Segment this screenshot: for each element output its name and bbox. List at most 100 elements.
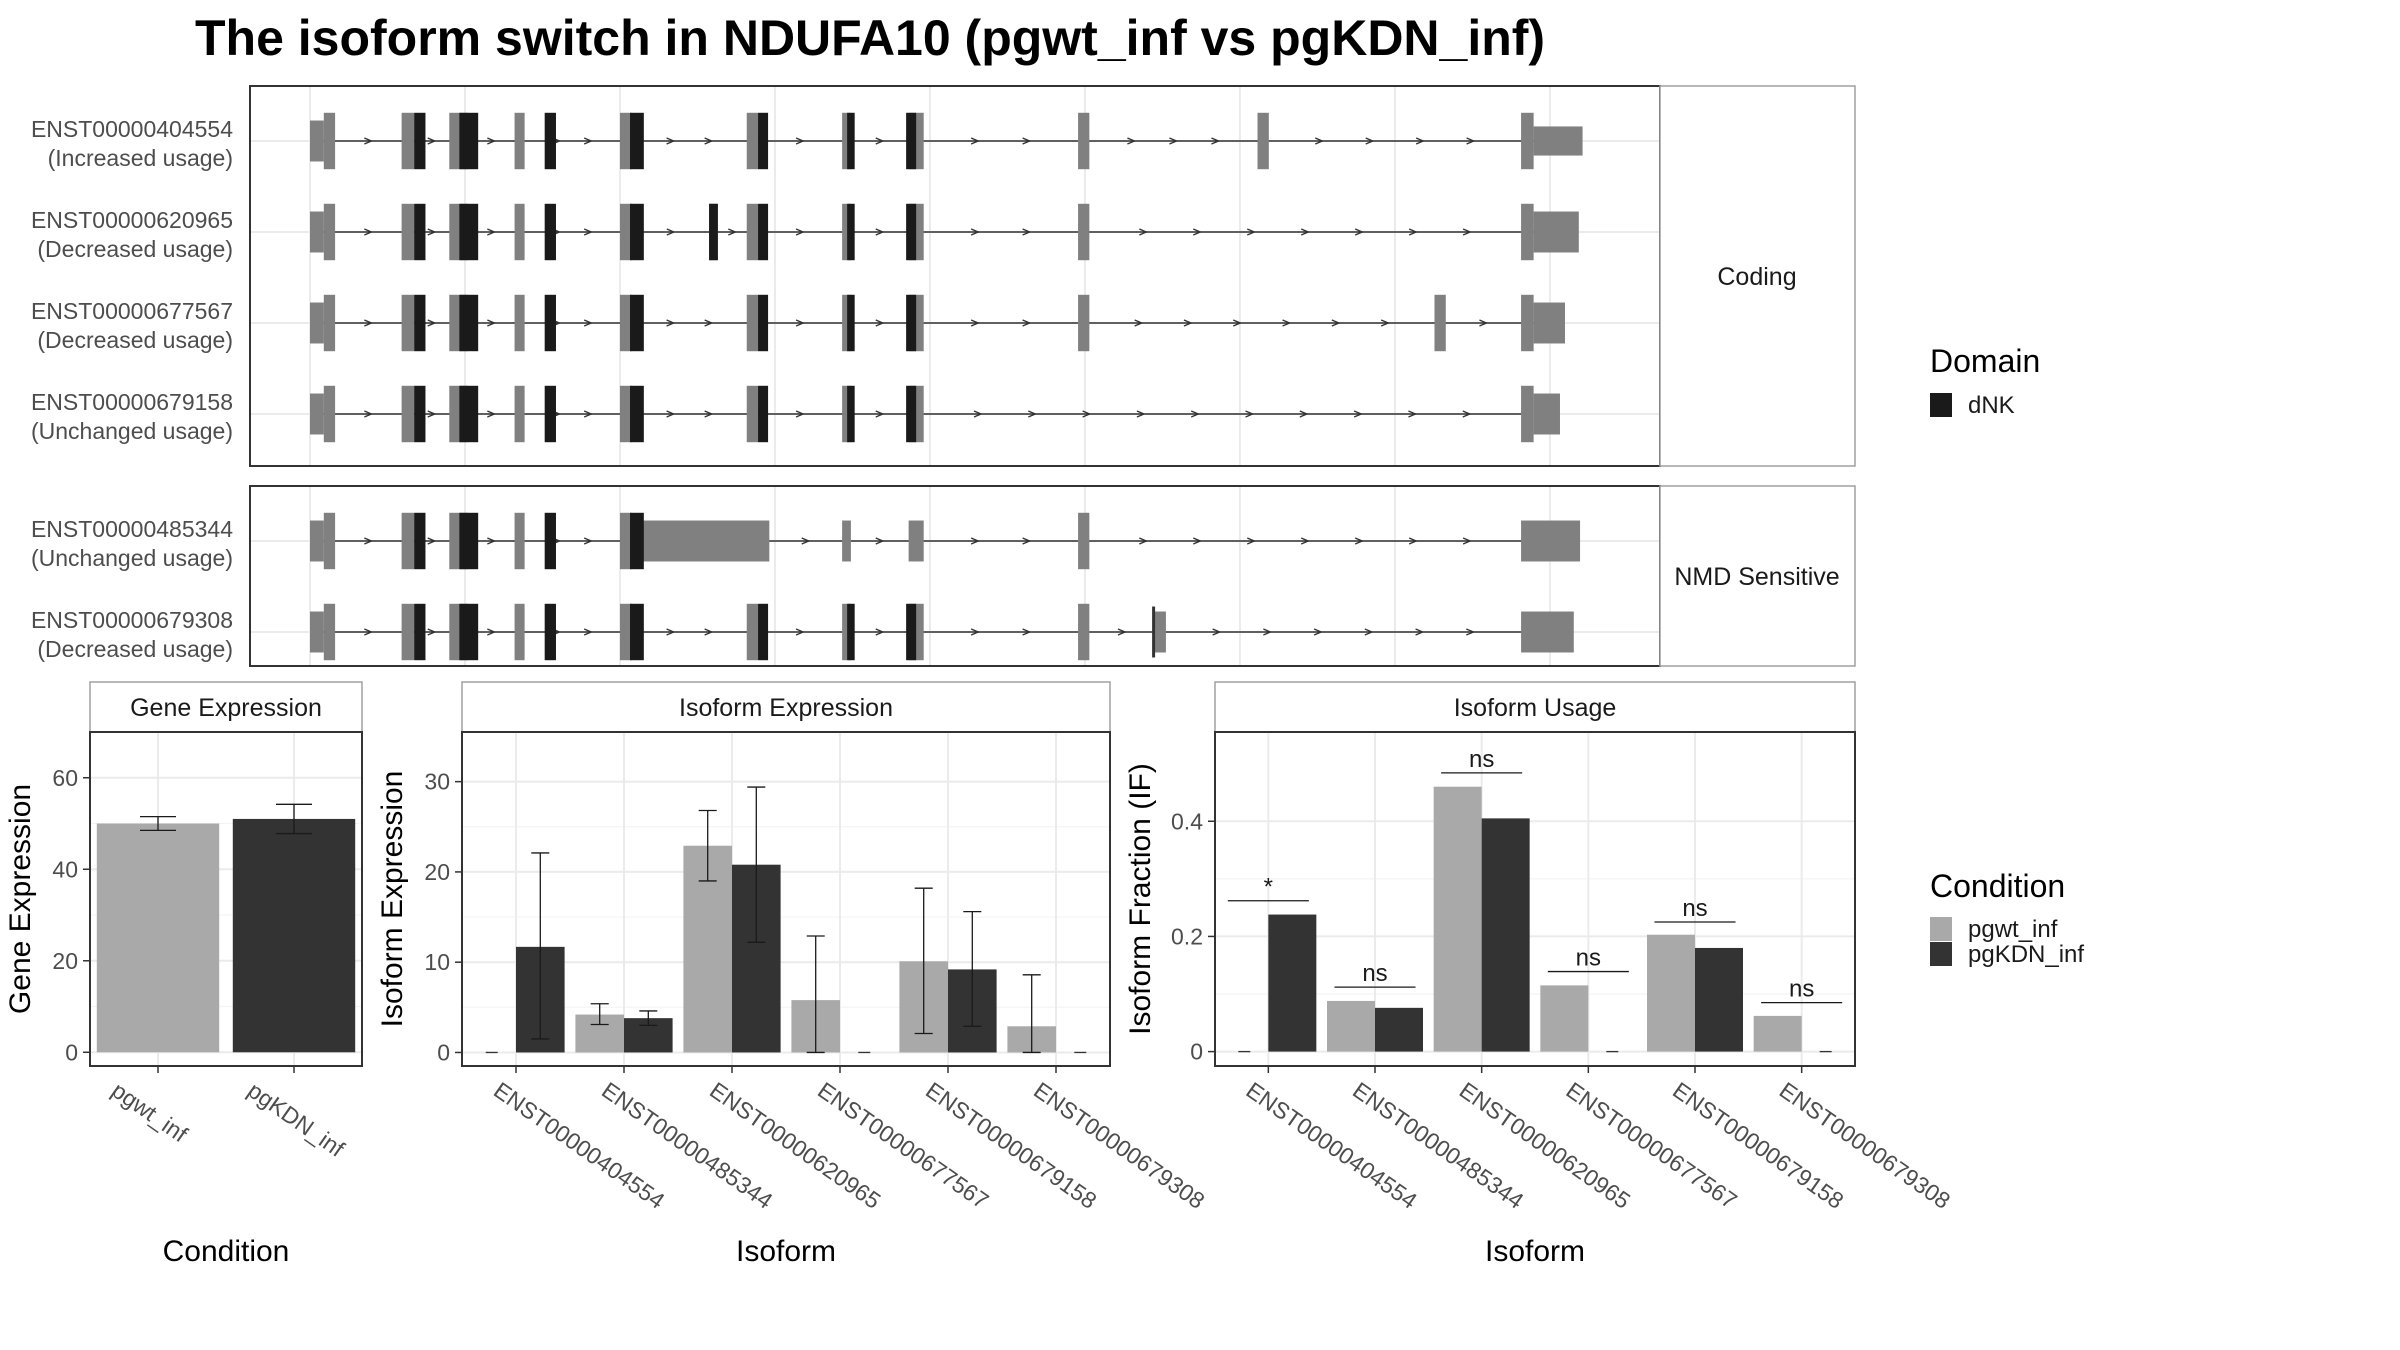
intron-arrow [1415, 628, 1425, 636]
y-tick-label: 0 [437, 1039, 450, 1065]
x-tick-label: ENST00000679308 [1775, 1077, 1955, 1214]
condition-legend-title: Condition [1930, 868, 2065, 904]
exon-block [401, 512, 415, 570]
transcript-usage-label: (Unchanged usage) [31, 418, 233, 444]
transcript-row [310, 512, 1581, 570]
chart-strip-label: Isoform Expression [679, 694, 893, 722]
intron-arrow [1408, 228, 1418, 236]
exon-block [1521, 203, 1534, 261]
transcript-usage-label: (Increased usage) [48, 145, 233, 171]
intron-arrow [1466, 137, 1476, 145]
intron-arrow [583, 628, 593, 636]
intron-arrow [583, 319, 593, 327]
intron-arrow [1354, 228, 1364, 236]
y-axis-title: Gene Expression [4, 784, 37, 1014]
intron-arrow [427, 410, 437, 418]
intron-arrow [970, 537, 980, 545]
legend-swatch-pgKDN_inf [1930, 942, 1952, 966]
transcript-usage-label: (Decreased usage) [37, 636, 233, 662]
y-tick-label: 20 [52, 948, 78, 974]
domain-block [847, 385, 855, 443]
exon-block [842, 385, 851, 443]
intron-arrow [364, 319, 374, 327]
x-tick-label: ENST00000404554 [1241, 1077, 1422, 1214]
exon-block [1078, 203, 1090, 261]
intron-arrow [666, 137, 676, 145]
significance-label: ns [1789, 976, 1814, 1003]
chart-strip [89, 681, 363, 733]
exon-block [323, 112, 336, 170]
intron-arrow [487, 628, 497, 636]
chart-strip-label: Isoform Usage [1454, 694, 1617, 722]
exon-block [842, 520, 851, 562]
intron-arrow [1190, 410, 1201, 418]
intron-arrow [1139, 228, 1149, 236]
exon-block [1078, 112, 1090, 170]
intron-arrow [1022, 137, 1032, 145]
isoform-usage-chart: Isoform Usage * ns ns ns ns ns 0 0.2 0.4 ENST00000… [1124, 681, 1955, 1268]
intron-arrow [875, 537, 885, 545]
domain-block [414, 512, 426, 570]
intron-arrow [427, 228, 437, 236]
domain-block [906, 294, 917, 352]
intron-arrow [1169, 137, 1179, 145]
intron-arrow [875, 319, 885, 327]
chart-panel-border [1214, 731, 1856, 1067]
intron-arrow [970, 137, 980, 145]
exon-block [619, 112, 633, 170]
exon-block [323, 603, 336, 661]
domain-block [906, 112, 917, 170]
domain-block [758, 294, 769, 352]
intron-arrow [1028, 410, 1038, 418]
domain-block [414, 203, 426, 261]
domain-block [414, 112, 426, 170]
legend-label-dnk: dNK [1968, 392, 2015, 419]
y-axis-title: Isoform Expression [376, 771, 409, 1028]
transcript-id-label: ENST00000679158 [31, 389, 233, 415]
intron-arrow [1263, 628, 1273, 636]
intron-arrow [487, 537, 497, 545]
exon-block [401, 203, 415, 261]
exon-block [1078, 512, 1090, 570]
domain-block [758, 603, 769, 661]
chart-panel-border [89, 731, 363, 1067]
transcript-structure-panel: ENST00000404554 (Increased usage) ENST0000… [31, 85, 1856, 667]
intron-arrow [1380, 319, 1390, 327]
x-tick-label: ENST00000620965 [1455, 1077, 1635, 1214]
intron-arrow [1353, 410, 1363, 418]
intron-arrow [1117, 628, 1127, 636]
domain-block [544, 512, 556, 570]
domain-block [414, 385, 426, 443]
legend-label-pgKDN_inf: pgKDN_inf [1968, 941, 2084, 968]
intron-arrow [728, 228, 738, 236]
intron-arrow [1211, 137, 1221, 145]
intron-arrow [1127, 137, 1137, 145]
intron-arrow [1462, 410, 1472, 418]
intron-arrow [1314, 137, 1325, 145]
y-tick-label: 0.2 [1171, 923, 1203, 949]
y-tick-label: 0 [1190, 1039, 1203, 1065]
exon-block [514, 512, 525, 570]
exon-block [619, 385, 633, 443]
facet-label: Coding [1717, 263, 1796, 291]
transcript-usage-label: (Unchanged usage) [31, 545, 233, 571]
y-tick-label: 30 [424, 769, 450, 795]
intron-arrow [1134, 319, 1144, 327]
exon-block [619, 294, 633, 352]
domain-block [544, 385, 556, 443]
x-tick-label: pgKDN_inf [243, 1077, 350, 1162]
legend-label-pgwt_inf: pgwt_inf [1968, 916, 2058, 943]
bar-pgKDN_inf [1375, 1007, 1423, 1052]
facet-strip [1659, 485, 1856, 667]
exon-block [323, 512, 336, 570]
intron-arrow [487, 137, 497, 145]
intron-arrow [427, 319, 437, 327]
intron-arrow [1232, 319, 1243, 327]
intron-arrow [666, 319, 676, 327]
domain-block [630, 512, 644, 570]
exon-block [1521, 385, 1534, 443]
exon-block [1521, 611, 1574, 653]
intron-arrow [1212, 628, 1222, 636]
exon-block [746, 385, 759, 443]
intron-arrow [1300, 228, 1310, 236]
